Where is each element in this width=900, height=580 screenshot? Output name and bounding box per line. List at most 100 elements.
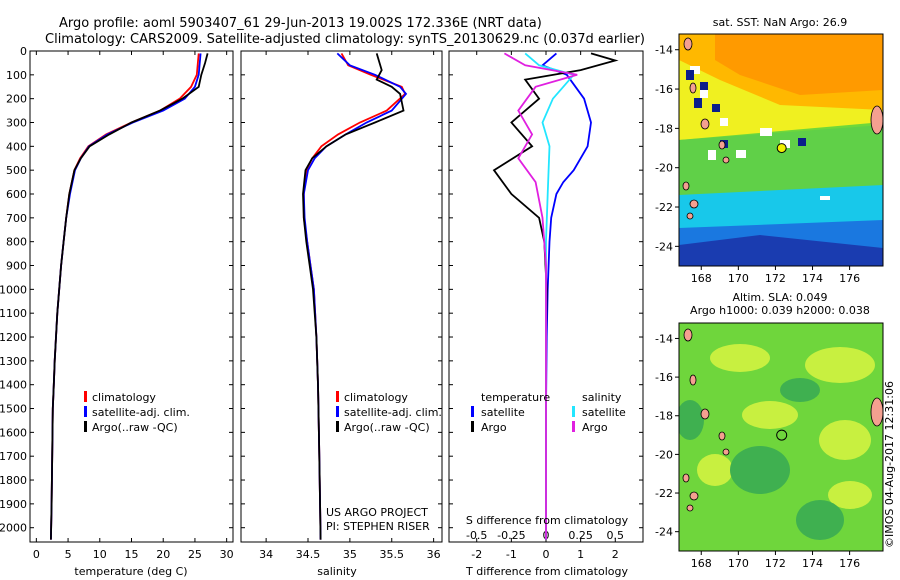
project-annotation-line1: US ARGO PROJECT xyxy=(326,506,428,519)
x-tick-label: 0 xyxy=(543,548,550,561)
x-tick-label: 30 xyxy=(220,548,234,561)
legend-swatch-satellite xyxy=(336,406,339,417)
legend-label-temp-argo: Argo xyxy=(481,421,507,434)
depth-tick-label: 1000 xyxy=(0,283,27,296)
t-difference-x-label: T difference from climatology xyxy=(465,565,628,578)
lon-tick-label: 174 xyxy=(802,557,823,570)
lon-tick-label: 170 xyxy=(728,557,749,570)
depth-tick-label: 1600 xyxy=(0,426,27,439)
sst-deep-blue-band xyxy=(679,235,883,266)
argo-position-marker xyxy=(776,143,787,154)
lat-tick-label: -20 xyxy=(655,162,673,175)
depth-tick-label: 400 xyxy=(6,140,27,153)
temperature-legend: climatology satellite-adj. clim. Argo(..… xyxy=(84,391,190,434)
sst-map-lat-ticks: -14 -16 -18 -20 -22 -24 xyxy=(655,44,679,253)
lon-tick-label: 174 xyxy=(802,272,823,285)
argo-position-marker xyxy=(776,429,788,441)
series-argo-raw-qc xyxy=(50,53,209,540)
legend-label-satellite: satellite-adj. clim. xyxy=(344,406,442,419)
x-tick-label: 34.5 xyxy=(296,548,321,561)
sst-map-panel: sat. SST: NaN Argo: 26.9 xyxy=(655,16,884,285)
x-tick-label: 35.5 xyxy=(380,548,405,561)
sst-yellow-transition xyxy=(679,60,883,140)
salinity-depth-ticks xyxy=(241,50,442,529)
depth-tick-label: 1100 xyxy=(0,307,27,320)
x-tick-label: 10 xyxy=(93,548,107,561)
lon-tick-label: 168 xyxy=(691,557,712,570)
difference-legend: temperature satellite Argo salinity sate… xyxy=(471,391,626,434)
s-difference-tick-label: -0.25 xyxy=(497,529,525,542)
sst-map-lon-ticks: 168 170 172 174 176 xyxy=(691,266,860,285)
project-annotation-line2: PI: STEPHEN RISER xyxy=(326,520,430,533)
depth-tick-label: 1300 xyxy=(0,355,27,368)
sla-lows xyxy=(679,378,844,540)
legend-swatch-climatology xyxy=(336,391,339,402)
lat-tick-label: -16 xyxy=(655,371,673,384)
legend-swatch-climatology xyxy=(84,391,87,402)
difference-panel: -2 -1 0 1 2 -0.5 -0.25 0 0.25 0.5 S difference f… xyxy=(448,50,644,578)
lat-tick-label: -14 xyxy=(655,332,673,345)
salinity-plot-frame xyxy=(240,50,443,543)
s-difference-x-ticks: -0.5 -0.25 0 0.25 0.5 xyxy=(466,529,624,542)
cloud-mask-pixels xyxy=(690,66,830,200)
x-tick-label: 34 xyxy=(259,548,273,561)
temperature-series xyxy=(50,53,209,540)
legend-swatch-argo xyxy=(84,421,87,432)
lat-tick-label: -18 xyxy=(655,410,673,423)
legend-swatch-sal-argo xyxy=(572,421,575,432)
sla-map-panel: Altim. SLA: 0.049 Argo h1000: 0.039 h200… xyxy=(655,291,884,570)
legend-swatch-temp-argo xyxy=(471,421,474,432)
t-difference-x-ticks: -2 -1 0 1 2 xyxy=(471,51,619,561)
lat-tick-label: -22 xyxy=(655,201,673,214)
series-salinity-argo xyxy=(503,52,578,540)
depth-tick-label: 1800 xyxy=(0,474,27,487)
sst-orange-core xyxy=(715,34,883,95)
series-salinity-satellite xyxy=(524,52,576,540)
lon-tick-label: 172 xyxy=(765,272,786,285)
legend-swatch-argo xyxy=(336,421,339,432)
figure-title-line1: Argo profile: aoml 5903407_61 29-Jun-201… xyxy=(59,16,542,31)
depth-tick-label: 1200 xyxy=(0,331,27,344)
lon-tick-label: 168 xyxy=(691,272,712,285)
series-temperature-satellite xyxy=(540,52,592,540)
legend-swatch-satellite xyxy=(84,406,87,417)
depth-tick-label: 600 xyxy=(6,188,27,201)
depth-tick-label: 200 xyxy=(6,93,27,106)
depth-tick-label: 800 xyxy=(6,236,27,249)
depth-tick-label: 1900 xyxy=(0,498,27,511)
depth-tick-label: 1700 xyxy=(0,450,27,463)
lon-tick-label: 170 xyxy=(728,272,749,285)
x-tick-label: 5 xyxy=(65,548,72,561)
lon-tick-label: 172 xyxy=(765,557,786,570)
salinity-x-ticks: 34 34.5 35 35.5 36 xyxy=(259,51,441,561)
sst-green-cool-edge xyxy=(679,125,883,205)
island-shapes xyxy=(682,328,883,512)
x-tick-label: 36 xyxy=(427,548,441,561)
island-shapes xyxy=(682,37,883,220)
sst-map-frame xyxy=(678,33,884,267)
salinity-legend: climatology satellite-adj. clim. Argo(..… xyxy=(336,391,442,434)
legend-heading-salinity: salinity xyxy=(582,391,622,404)
salinity-series xyxy=(302,52,408,540)
sla-map-title: Altim. SLA: 0.049 xyxy=(732,291,827,304)
lat-tick-label: -24 xyxy=(655,240,673,253)
depth-tick-label: 0 xyxy=(20,45,27,58)
s-difference-tick-label: 0.25 xyxy=(568,529,593,542)
legend-swatch-temp-satellite xyxy=(471,406,474,417)
lat-tick-label: -14 xyxy=(655,44,673,57)
temperature-plot-frame xyxy=(29,50,234,543)
imos-timestamp: ©IMOS 04-Aug-2017 12:31:06 xyxy=(883,381,896,548)
lon-tick-label: 176 xyxy=(839,557,860,570)
depth-tick-label: 100 xyxy=(6,69,27,82)
sla-highs xyxy=(697,344,875,509)
temperature-x-ticks: 0 5 10 15 20 25 30 xyxy=(33,51,234,561)
x-tick-label: 20 xyxy=(156,548,170,561)
x-tick-label: 2 xyxy=(612,548,619,561)
x-tick-label: -2 xyxy=(471,548,482,561)
legend-label-argo: Argo(..raw -QC) xyxy=(344,421,430,434)
sst-map-title: sat. SST: NaN Argo: 26.9 xyxy=(713,16,847,29)
temperature-panel: 0100200300400500600700800900100011001200… xyxy=(0,45,234,578)
depth-tick-label: 500 xyxy=(6,164,27,177)
legend-label-sal-argo: Argo xyxy=(582,421,608,434)
lat-tick-label: -24 xyxy=(655,526,673,539)
